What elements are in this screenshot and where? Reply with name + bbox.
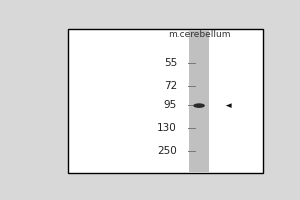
- Text: 95: 95: [164, 100, 177, 110]
- Text: 72: 72: [164, 81, 177, 91]
- Text: m.cerebellum: m.cerebellum: [168, 30, 230, 39]
- Bar: [189, 30, 209, 172]
- Polygon shape: [226, 103, 232, 108]
- Text: 250: 250: [157, 146, 177, 156]
- Text: 55: 55: [164, 58, 177, 68]
- FancyBboxPatch shape: [68, 29, 263, 173]
- Text: 130: 130: [157, 123, 177, 133]
- Ellipse shape: [193, 103, 205, 108]
